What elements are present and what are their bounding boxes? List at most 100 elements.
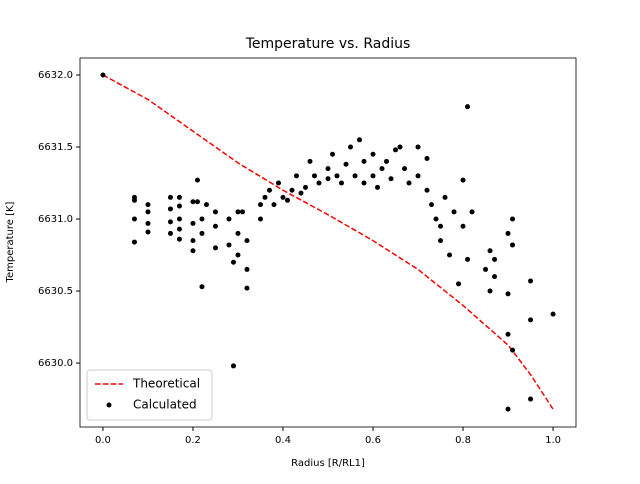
data-point <box>348 144 354 150</box>
data-point <box>311 173 317 179</box>
data-point <box>393 147 399 153</box>
data-point <box>176 236 182 242</box>
data-point <box>212 209 218 215</box>
data-point <box>528 278 534 284</box>
data-point <box>257 202 263 208</box>
y-tick-label: 6632.0 <box>38 70 73 81</box>
data-point <box>239 209 245 215</box>
data-point <box>429 202 435 208</box>
data-point <box>415 173 421 179</box>
data-point <box>262 194 268 200</box>
y-tick-label: 6630.0 <box>38 358 73 369</box>
data-point <box>244 285 250 291</box>
data-point <box>352 173 358 179</box>
data-point <box>402 166 408 172</box>
data-point <box>145 202 151 208</box>
x-axis-label: Radius [R/RL1] <box>291 458 365 469</box>
data-point <box>361 180 367 186</box>
data-point <box>203 202 209 208</box>
data-point <box>325 176 331 182</box>
data-point <box>483 266 489 272</box>
data-point <box>528 396 534 402</box>
y-axis-label: Temperature [K] <box>5 201 16 283</box>
x-tick-label: 1.0 <box>545 435 561 446</box>
x-tick-label: 0.4 <box>275 435 291 446</box>
data-point <box>226 216 232 222</box>
data-point <box>235 230 241 236</box>
x-tick-label: 0.2 <box>185 435 201 446</box>
data-point <box>325 166 331 172</box>
data-point <box>307 158 313 164</box>
data-point <box>433 216 439 222</box>
data-point <box>424 156 430 162</box>
data-point <box>302 184 308 190</box>
data-point <box>465 104 471 110</box>
chart-title: Temperature vs. Radius <box>245 36 411 52</box>
data-point <box>424 187 430 193</box>
x-tick-label: 0.6 <box>365 435 381 446</box>
data-point <box>339 180 345 186</box>
data-point <box>384 158 390 164</box>
data-point <box>131 216 137 222</box>
legend-box <box>86 369 213 421</box>
data-point <box>194 177 200 183</box>
plot-frame <box>79 57 577 428</box>
data-point <box>176 216 182 222</box>
data-point <box>293 173 299 179</box>
data-point <box>361 158 367 164</box>
data-point <box>167 194 173 200</box>
data-point <box>266 187 272 193</box>
x-tick-label: 0.0 <box>95 435 111 446</box>
data-point <box>487 248 493 254</box>
data-point <box>100 72 106 78</box>
y-tick-label: 6630.5 <box>38 286 73 297</box>
data-point <box>316 180 322 186</box>
data-point <box>235 252 241 258</box>
data-point <box>505 230 511 236</box>
y-tick-label: 6631.0 <box>38 214 73 225</box>
data-point <box>257 216 263 222</box>
data-point <box>190 248 196 254</box>
data-point <box>167 219 173 225</box>
data-point <box>199 230 205 236</box>
data-point <box>176 203 182 209</box>
data-point <box>199 284 205 290</box>
data-point <box>370 173 376 179</box>
data-point <box>460 223 466 229</box>
data-point <box>235 209 241 215</box>
data-point <box>176 194 182 200</box>
data-point <box>190 220 196 226</box>
data-point <box>280 194 286 200</box>
data-point <box>528 317 534 323</box>
data-point <box>438 223 444 229</box>
data-point <box>330 151 336 157</box>
data-point <box>244 266 250 272</box>
data-point <box>357 137 363 143</box>
y-tick-label: 6631.5 <box>38 142 73 153</box>
data-point <box>469 209 475 215</box>
data-point <box>167 206 173 212</box>
data-point <box>230 363 236 369</box>
data-point <box>487 288 493 294</box>
data-point <box>212 245 218 251</box>
data-point <box>438 238 444 244</box>
data-point <box>379 166 385 172</box>
data-point <box>167 230 173 236</box>
data-point <box>406 180 412 186</box>
data-point <box>271 202 277 208</box>
data-point <box>131 197 137 203</box>
data-point <box>230 259 236 265</box>
data-point <box>442 194 448 200</box>
legend-label: Calculated <box>133 398 197 412</box>
data-point <box>505 406 511 412</box>
data-point <box>550 311 556 317</box>
data-point <box>505 291 511 297</box>
data-point <box>415 144 421 150</box>
data-point <box>145 220 151 226</box>
x-tick-label: 0.8 <box>455 435 471 446</box>
data-point <box>284 197 290 203</box>
data-point <box>510 216 516 222</box>
data-point <box>244 238 250 244</box>
data-point <box>397 144 403 150</box>
data-point <box>510 242 516 248</box>
